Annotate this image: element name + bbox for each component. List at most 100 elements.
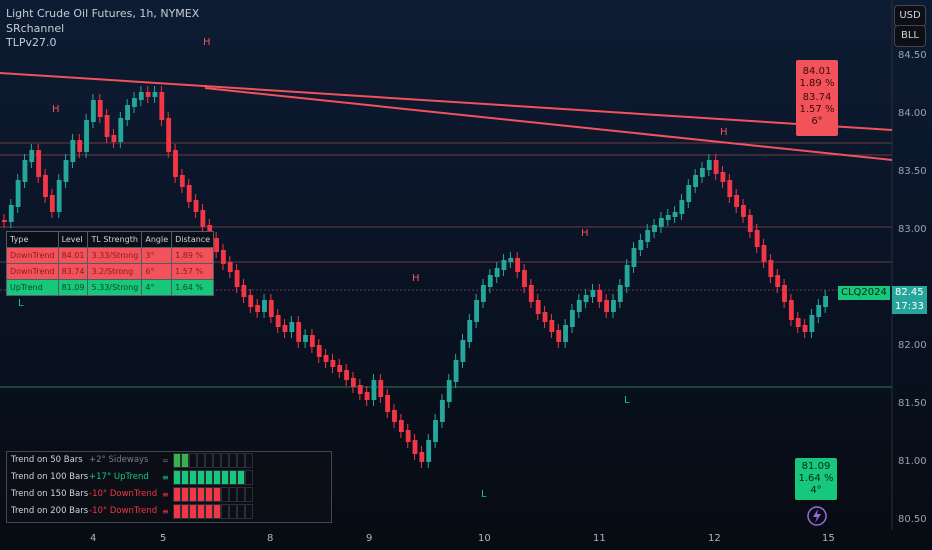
trend-row: Trend on 50 Bars +2° Sideways = (7, 452, 331, 469)
bll-button[interactable]: BLL (894, 25, 926, 47)
currency-button[interactable]: USD (894, 5, 926, 27)
candle-body (344, 370, 349, 380)
trend-row-symbol: ≡ (162, 490, 169, 499)
candle-body (727, 180, 733, 197)
uptrend-angle: 4° (810, 485, 822, 496)
trend-strength-cell (237, 453, 245, 468)
candle-body (645, 230, 651, 242)
candle-body (686, 185, 692, 202)
y-tick: 81.00 (898, 456, 927, 467)
candle-body (535, 300, 541, 314)
candle-body (138, 92, 144, 100)
candle-body (282, 325, 288, 332)
candle-body (234, 270, 240, 287)
downtrend-angle-2: 6° (811, 116, 823, 127)
trend-strength-cell (205, 453, 213, 468)
candle-body (227, 262, 233, 272)
table-cell: DownTrend (6, 263, 59, 280)
candle-body (70, 140, 76, 162)
candle-body (590, 290, 596, 297)
candle-body (200, 210, 206, 227)
candle-body (713, 160, 719, 174)
candle-body (22, 160, 28, 182)
uptrend-distance: 1.64 % (798, 473, 834, 484)
candle-body (768, 260, 774, 277)
trend-strength-cell (173, 470, 181, 485)
candle-body (528, 285, 534, 302)
indicator-tlpv27[interactable]: TLPv27.0 (6, 36, 57, 49)
candle-body (166, 118, 172, 152)
y-tick: 83.00 (898, 224, 927, 235)
candle-body (248, 295, 254, 307)
table-cell: 3.2/Strong (87, 263, 143, 280)
trend-summary-table: Trend on 50 Bars +2° Sideways = Trend on… (6, 451, 332, 523)
candle-body (316, 345, 322, 357)
candle-body (275, 315, 281, 327)
bar-countdown: 17:33 (892, 300, 927, 314)
candle-body (49, 195, 55, 212)
trend-strength-cell (181, 470, 189, 485)
trend-row-symbol: = (162, 456, 169, 465)
uptrend-level: 81.09 (801, 461, 831, 472)
trend-strength-cell (213, 453, 221, 468)
candle-body (90, 100, 96, 122)
trend-strength-cell (245, 504, 253, 519)
candle-body (303, 335, 308, 342)
table-cell: 5.33/Strong (87, 279, 143, 296)
candle-body (371, 380, 377, 400)
candle-body (268, 300, 274, 317)
candle-body (426, 440, 432, 462)
candle-body (152, 92, 158, 97)
trend-strength-cell (197, 487, 205, 502)
trend-strength-cell (189, 504, 197, 519)
candle-body (104, 115, 110, 137)
trend-strength-cell (229, 504, 237, 519)
indicator-srchannel[interactable]: SRchannel (6, 22, 65, 35)
downtrend-distance-2: 1.57 % (799, 104, 835, 115)
candle-body (693, 175, 698, 187)
table-cell: UpTrend (6, 279, 59, 296)
lightning-icon[interactable] (806, 505, 828, 527)
table-cell: 81.09 (57, 279, 89, 296)
candle-body (761, 245, 767, 262)
candle-body (741, 205, 746, 217)
uptrend-info-box: 81.09 1.64 % 4° (795, 458, 837, 500)
candle-body (84, 120, 89, 152)
swing-low-marker: L (481, 489, 487, 500)
candle-body (802, 325, 808, 332)
trend-strength-cell (205, 470, 213, 485)
swing-high-marker: H (412, 273, 420, 284)
candle-body (754, 230, 760, 247)
x-tick: 11 (593, 533, 606, 544)
candle-body (378, 380, 384, 397)
candle-body (179, 175, 185, 187)
candle-body (220, 250, 226, 264)
trend-strength-cell (205, 487, 213, 502)
table-cell: 1.57 % (171, 263, 215, 280)
candle-body (186, 185, 192, 202)
table-header: TL Strength (87, 231, 143, 248)
y-tick: 84.00 (898, 108, 927, 119)
candle-body (542, 312, 548, 322)
candle-body (522, 270, 527, 287)
candle-body (15, 180, 21, 207)
candle-body (501, 260, 507, 270)
downtrend-line-1 (0, 72, 893, 131)
candle-body (97, 100, 103, 117)
candle-body (145, 92, 151, 97)
trend-strength-cell (181, 487, 189, 502)
candle-body (658, 218, 664, 227)
candle-body (556, 330, 562, 342)
candle-body (255, 305, 261, 312)
y-tick: 84.50 (898, 50, 927, 61)
trend-strength-cell (221, 453, 229, 468)
trend-strength-cell (245, 470, 253, 485)
candle-body (788, 300, 794, 320)
x-tick: 8 (267, 533, 274, 544)
trend-row-label: Trend on 50 Bars (11, 455, 83, 465)
candle-body (782, 285, 787, 302)
downtrend-line-2 (204, 87, 893, 161)
x-tick: 9 (366, 533, 373, 544)
table-header: Angle (141, 231, 173, 248)
